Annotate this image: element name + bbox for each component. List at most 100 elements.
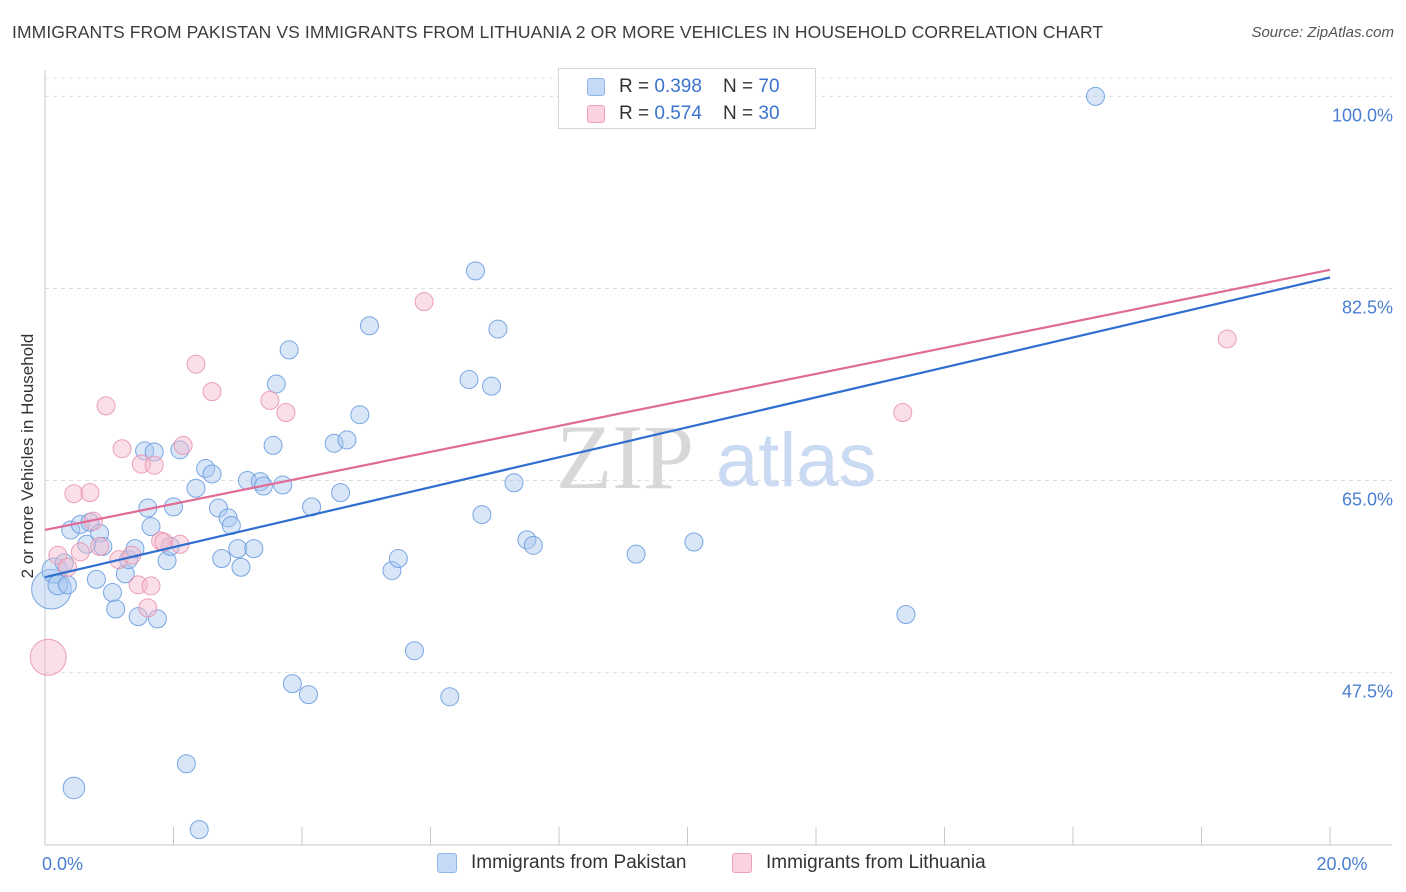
point-lithuania bbox=[154, 532, 174, 552]
bottom-legend-swatch-pakistan bbox=[437, 853, 457, 873]
point-pakistan bbox=[208, 498, 228, 518]
point-lithuania bbox=[276, 402, 296, 422]
point-pakistan bbox=[141, 517, 161, 537]
point-pakistan bbox=[896, 604, 916, 624]
point-pakistan bbox=[324, 433, 344, 453]
point-pakistan bbox=[337, 430, 357, 450]
trend-line-pakistan bbox=[44, 276, 1331, 579]
point-pakistan bbox=[147, 609, 167, 629]
point-lithuania bbox=[90, 536, 110, 556]
point-pakistan bbox=[189, 820, 209, 840]
legend-swatch-pakistan bbox=[587, 78, 605, 96]
legend-n-value: 30 bbox=[758, 103, 780, 124]
point-pakistan bbox=[273, 475, 293, 495]
legend-n-label: N = bbox=[723, 76, 759, 97]
point-pakistan bbox=[279, 340, 299, 360]
point-pakistan bbox=[388, 548, 408, 568]
legend-r-value: 0.398 bbox=[654, 76, 702, 97]
point-lithuania bbox=[144, 455, 164, 475]
point-lithuania bbox=[64, 484, 84, 504]
point-pakistan bbox=[684, 532, 704, 552]
point-pakistan bbox=[31, 568, 72, 610]
point-pakistan bbox=[231, 557, 251, 577]
y-tick-label: 82.5% bbox=[1342, 297, 1393, 317]
point-pakistan bbox=[144, 442, 164, 462]
x-tick-label: 20.0% bbox=[1316, 854, 1367, 874]
point-pakistan bbox=[228, 539, 248, 559]
point-lithuania bbox=[138, 598, 158, 618]
point-pakistan bbox=[465, 261, 485, 281]
watermark-atlas: atlas bbox=[716, 418, 877, 503]
point-pakistan bbox=[504, 473, 524, 493]
point-pakistan bbox=[488, 319, 508, 339]
point-lithuania bbox=[173, 435, 193, 455]
trend-lines bbox=[44, 268, 1331, 579]
legend-swatch-lithuania bbox=[587, 105, 605, 123]
point-pakistan bbox=[86, 569, 106, 589]
point-lithuania bbox=[260, 390, 280, 410]
legend-r-label: R = bbox=[619, 103, 655, 124]
point-pakistan bbox=[472, 505, 492, 525]
point-pakistan bbox=[359, 316, 379, 336]
point-lithuania bbox=[202, 382, 222, 402]
point-pakistan bbox=[626, 544, 646, 564]
watermark-zip: ZIP bbox=[556, 406, 694, 508]
point-pakistan bbox=[517, 530, 537, 550]
x-tick-label: 0.0% bbox=[42, 854, 83, 874]
point-pakistan bbox=[202, 464, 222, 484]
point-lithuania bbox=[112, 439, 132, 459]
point-pakistan bbox=[218, 508, 238, 528]
legend-r-value: 0.574 bbox=[654, 103, 702, 124]
tick-labels: 47.5% 65.0% 82.5% 100.0% 0.0% 20.0% bbox=[42, 105, 1393, 874]
point-pakistan bbox=[212, 548, 232, 568]
data-points bbox=[29, 86, 1237, 840]
point-lithuania bbox=[29, 638, 67, 676]
point-lithuania bbox=[96, 396, 116, 416]
point-lithuania bbox=[80, 483, 100, 503]
point-pakistan bbox=[298, 685, 318, 705]
point-pakistan bbox=[157, 551, 177, 571]
point-lithuania bbox=[186, 354, 206, 374]
bottom-legend-label-pakistan: Immigrants from Pakistan bbox=[471, 852, 687, 873]
point-pakistan bbox=[115, 564, 135, 584]
point-pakistan bbox=[186, 478, 206, 498]
y-tick-label: 47.5% bbox=[1342, 682, 1393, 702]
point-lithuania bbox=[141, 576, 161, 596]
y-tick-label: 65.0% bbox=[1342, 490, 1393, 510]
point-pakistan bbox=[164, 497, 183, 517]
point-pakistan bbox=[1085, 86, 1105, 106]
bottom-legend-label-lithuania: Immigrants from Lithuania bbox=[766, 852, 986, 873]
axes bbox=[44, 70, 1392, 846]
point-pakistan bbox=[102, 583, 122, 603]
point-pakistan bbox=[350, 405, 370, 425]
point-pakistan bbox=[266, 374, 286, 394]
point-pakistan bbox=[57, 575, 77, 595]
legend-n-value: 70 bbox=[758, 76, 780, 97]
point-pakistan bbox=[106, 599, 126, 619]
y-tick-label: 100.0% bbox=[1332, 105, 1393, 125]
point-pakistan bbox=[62, 776, 86, 800]
point-pakistan bbox=[523, 535, 543, 555]
gridlines bbox=[45, 77, 1392, 674]
point-pakistan bbox=[382, 561, 402, 581]
point-pakistan bbox=[404, 641, 424, 661]
point-pakistan bbox=[263, 435, 283, 455]
source-credit: Source: ZipAtlas.com bbox=[1251, 24, 1394, 41]
point-pakistan bbox=[459, 370, 479, 390]
legend-r-label: R = bbox=[619, 76, 655, 97]
trend-line-lithuania bbox=[44, 268, 1331, 532]
point-lithuania bbox=[1217, 329, 1237, 349]
point-pakistan bbox=[176, 754, 196, 774]
point-pakistan bbox=[440, 687, 460, 707]
chart-title: IMMIGRANTS FROM PAKISTAN VS IMMIGRANTS F… bbox=[12, 22, 1104, 42]
point-pakistan bbox=[282, 674, 302, 694]
point-lithuania bbox=[893, 402, 913, 422]
correlation-legend: R = 0.398 N = 70 R = 0.574 N = 30 bbox=[558, 68, 816, 129]
watermark: ZIP atlas bbox=[556, 406, 877, 508]
legend-n-label: N = bbox=[723, 103, 759, 124]
point-pakistan bbox=[331, 483, 351, 503]
point-pakistan bbox=[244, 539, 264, 559]
point-lithuania bbox=[70, 542, 90, 562]
bottom-legend-swatch-lithuania bbox=[732, 853, 752, 873]
